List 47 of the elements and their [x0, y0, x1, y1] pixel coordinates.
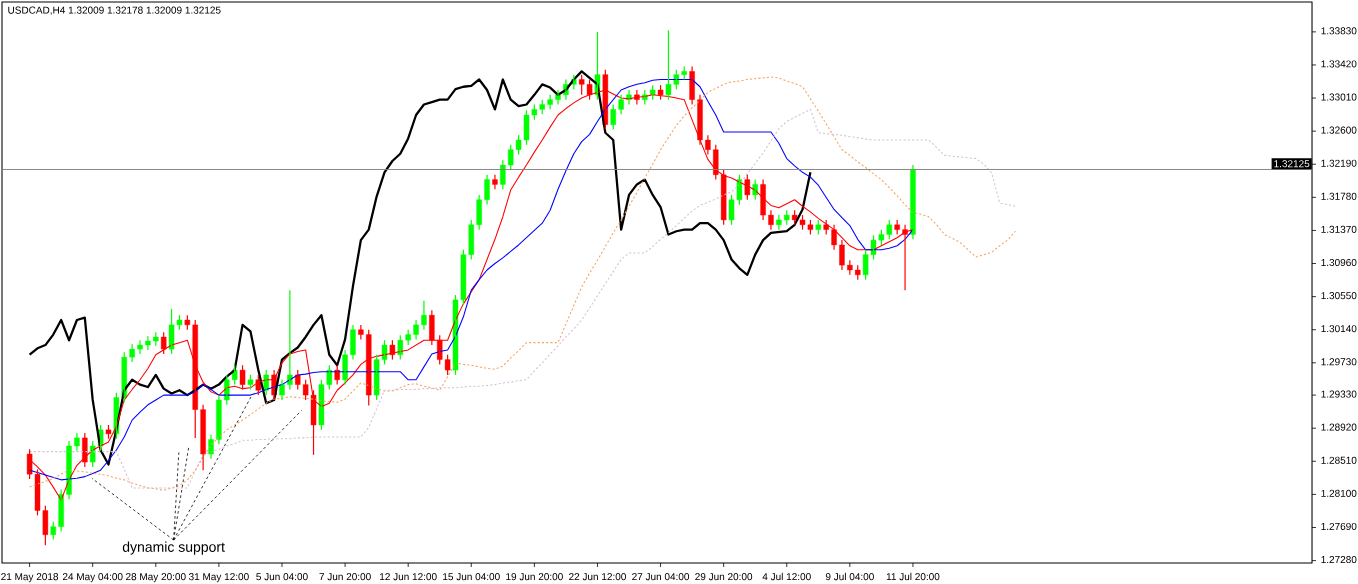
candlestick: [476, 194, 482, 231]
y-tick-label: 1.28100: [1321, 489, 1357, 497]
x-tick-label: 4 Jul 12:00: [762, 572, 811, 581]
y-tick-label: 1.31780: [1321, 192, 1357, 200]
x-tick-label: 15 Jun 04:00: [443, 573, 500, 581]
x-tick-label: 11 Jul 20:00: [886, 572, 940, 581]
y-tick-label: 1.33010: [1321, 93, 1357, 101]
y-tick-label: 1.30550: [1321, 292, 1357, 300]
candlestick: [334, 364, 340, 386]
x-tick-label: 27 Jun 04:00: [632, 573, 690, 581]
y-tick-label: 1.33830: [1321, 27, 1357, 35]
candlestick: [500, 159, 506, 190]
candlestick: [389, 339, 396, 361]
chart-title: USDCAD,H4 1.32009 1.32178 1.32009 1.32125: [8, 6, 221, 15]
candlestick: [429, 309, 435, 346]
y-tick-label: 1.30960: [1321, 258, 1357, 267]
x-tick-label: 28 May 20:00: [126, 573, 186, 583]
y-tick-label: 1.30140: [1321, 325, 1357, 333]
y-tick-label: 1.27690: [1321, 522, 1357, 530]
candlestick: [610, 103, 616, 131]
candlestick: [752, 178, 758, 201]
x-tick-label: 22 Jun 12:00: [569, 573, 626, 581]
candlestick: [145, 335, 151, 351]
x-tick-label: 19 Jun 20:00: [506, 573, 563, 581]
y-tick-label: 1.29730: [1321, 358, 1357, 366]
annotation: dynamic support: [122, 541, 225, 555]
candlestick: [239, 364, 246, 391]
candlestick: [160, 331, 167, 355]
y-tick-label: 1.28510: [1321, 456, 1357, 464]
y-tick-label: 1.33420: [1321, 60, 1357, 68]
y-tick-label: 1.32600: [1321, 126, 1357, 134]
x-tick-label: 12 Jun 12:00: [380, 573, 437, 581]
candlestick: [137, 339, 143, 355]
y-tick-label: 1.27280: [1321, 556, 1357, 564]
y-tick-label: 1.28920: [1321, 423, 1357, 431]
x-tick-label: 31 May 12:00: [188, 573, 249, 583]
ref-line-label: 1.32125: [1274, 160, 1310, 168]
x-tick-label: 21 May 2018: [1, 573, 59, 583]
x-tick-label: 29 Jun 20:00: [695, 573, 753, 581]
x-tick-label: 24 May 04:00: [62, 573, 123, 583]
x-tick-label: 5 Jun 04:00: [256, 573, 308, 581]
candlestick: [744, 174, 751, 201]
y-tick-label: 1.31370: [1321, 225, 1357, 233]
x-tick-label: 9 Jul 04:00: [825, 572, 874, 581]
y-tick-label: 1.32190: [1321, 159, 1357, 167]
y-tick-label: 1.29330: [1321, 390, 1357, 398]
x-tick-label: 7 Jun 20:00: [319, 573, 371, 581]
